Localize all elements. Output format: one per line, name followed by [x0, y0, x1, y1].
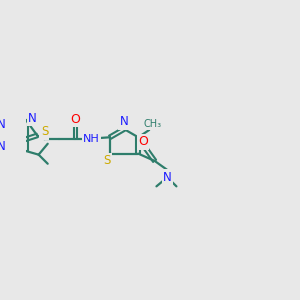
- Text: N: N: [0, 140, 6, 153]
- Text: O: O: [70, 112, 80, 126]
- Text: NH: NH: [83, 134, 100, 144]
- Text: S: S: [41, 125, 48, 138]
- Text: N: N: [120, 115, 128, 128]
- Text: N: N: [163, 171, 172, 184]
- Text: O: O: [138, 135, 148, 148]
- Text: S: S: [103, 154, 111, 167]
- Text: CH₃: CH₃: [144, 118, 162, 129]
- Text: N: N: [28, 112, 37, 124]
- Text: N: N: [0, 118, 6, 130]
